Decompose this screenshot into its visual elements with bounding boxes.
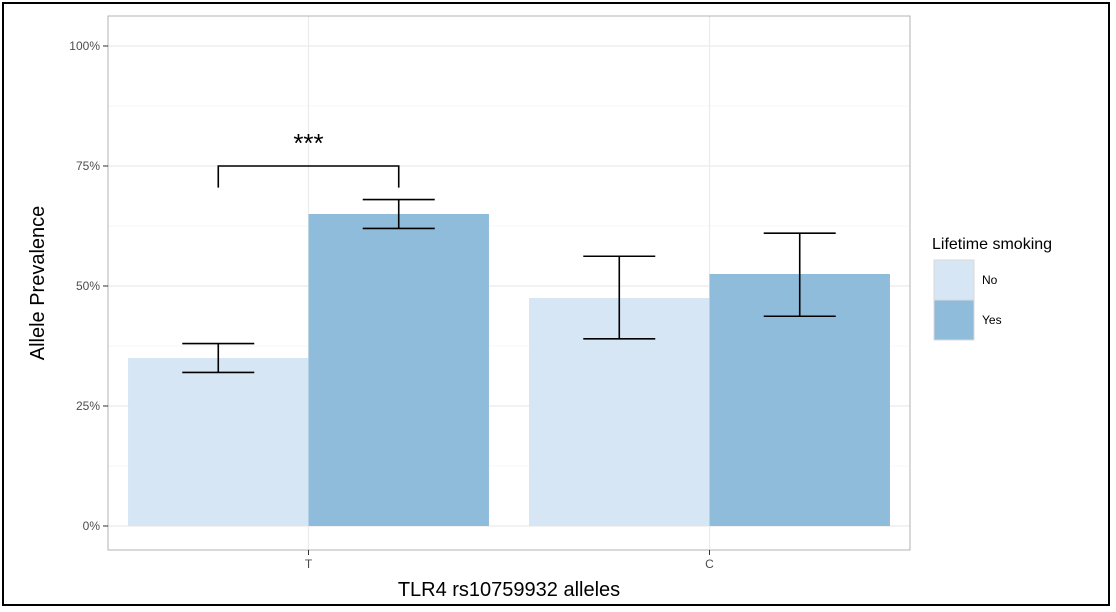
y-tick-label: 25% [76,399,100,413]
y-tick-label: 0% [83,519,101,533]
x-axis-title: TLR4 rs10759932 alleles [398,579,620,601]
x-tick-label: C [705,557,714,571]
legend-label-No: No [982,273,998,287]
y-axis: 0% 25% 50% 75% 100% [69,39,108,533]
y-tick-label: 100% [69,39,100,53]
significance-label: *** [293,128,323,158]
significance-annotation: *** [217,128,400,188]
error-bar-C-Yes [763,232,836,318]
error-bars [182,198,836,374]
error-bar-C-No [583,255,656,340]
plot-border [107,15,911,551]
bar-T-No [128,358,309,526]
legend-key-No [933,259,975,301]
legend-key-Yes [933,299,975,341]
legend: Lifetime smoking No Yes [932,236,1052,341]
y-axis-title: Allele Prevalence [27,206,49,361]
bar-T-Yes [308,214,489,526]
legend-title: Lifetime smoking [932,236,1052,253]
significance-bracket [217,165,400,188]
error-bar-T-No [182,342,255,374]
y-tick-label: 75% [76,159,100,173]
y-tick-label: 50% [76,279,100,293]
x-tick-label: T [305,557,313,571]
legend-label-Yes: Yes [982,313,1002,327]
error-bar-T-Yes [362,198,435,230]
